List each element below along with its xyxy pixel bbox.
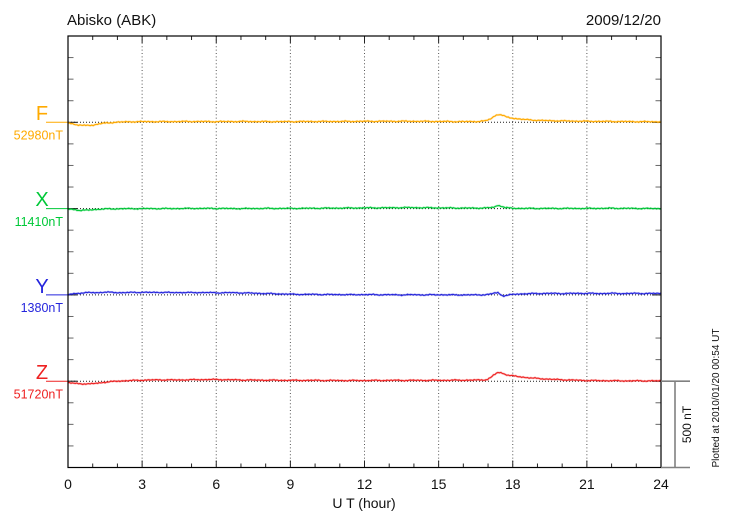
x-tick-label-18: 18 bbox=[505, 476, 521, 492]
trace-X bbox=[67, 204, 662, 212]
trace-Z bbox=[67, 371, 662, 385]
series-value-0: 52980nT bbox=[14, 129, 64, 143]
trace-F bbox=[67, 114, 662, 127]
series-value-2: 1380nT bbox=[21, 301, 64, 315]
plot-timestamp-note: Plotted at 2010/01/20 00:54 UT bbox=[711, 329, 722, 468]
plot-date: 2009/12/20 bbox=[586, 12, 661, 29]
x-tick-label-12: 12 bbox=[357, 476, 373, 492]
plot-title: Abisko (ABK) bbox=[67, 12, 156, 29]
series-letter-3: Z bbox=[36, 362, 48, 384]
trace-halo-F bbox=[67, 113, 662, 127]
series-letter-2: Y bbox=[35, 276, 48, 298]
series-letter-0: F bbox=[36, 103, 48, 125]
series-value-3: 51720nT bbox=[14, 388, 64, 402]
x-tick-label-24: 24 bbox=[653, 476, 669, 492]
x-tick-label-21: 21 bbox=[579, 476, 595, 492]
series-value-1: 11410nT bbox=[15, 215, 64, 229]
trace-Y bbox=[67, 291, 662, 298]
x-tick-label-0: 0 bbox=[64, 476, 72, 492]
x-tick-label-6: 6 bbox=[212, 476, 220, 492]
plot-frame bbox=[67, 35, 662, 469]
series-letter-1: X bbox=[35, 189, 48, 211]
x-tick-label-9: 9 bbox=[286, 476, 294, 492]
x-axis-title: U T (hour) bbox=[332, 495, 395, 511]
x-tick-label-15: 15 bbox=[431, 476, 447, 492]
scale-bar-label: 500 nT bbox=[680, 405, 694, 443]
trace-halo-Z bbox=[67, 371, 662, 386]
x-tick-label-3: 3 bbox=[138, 476, 146, 492]
